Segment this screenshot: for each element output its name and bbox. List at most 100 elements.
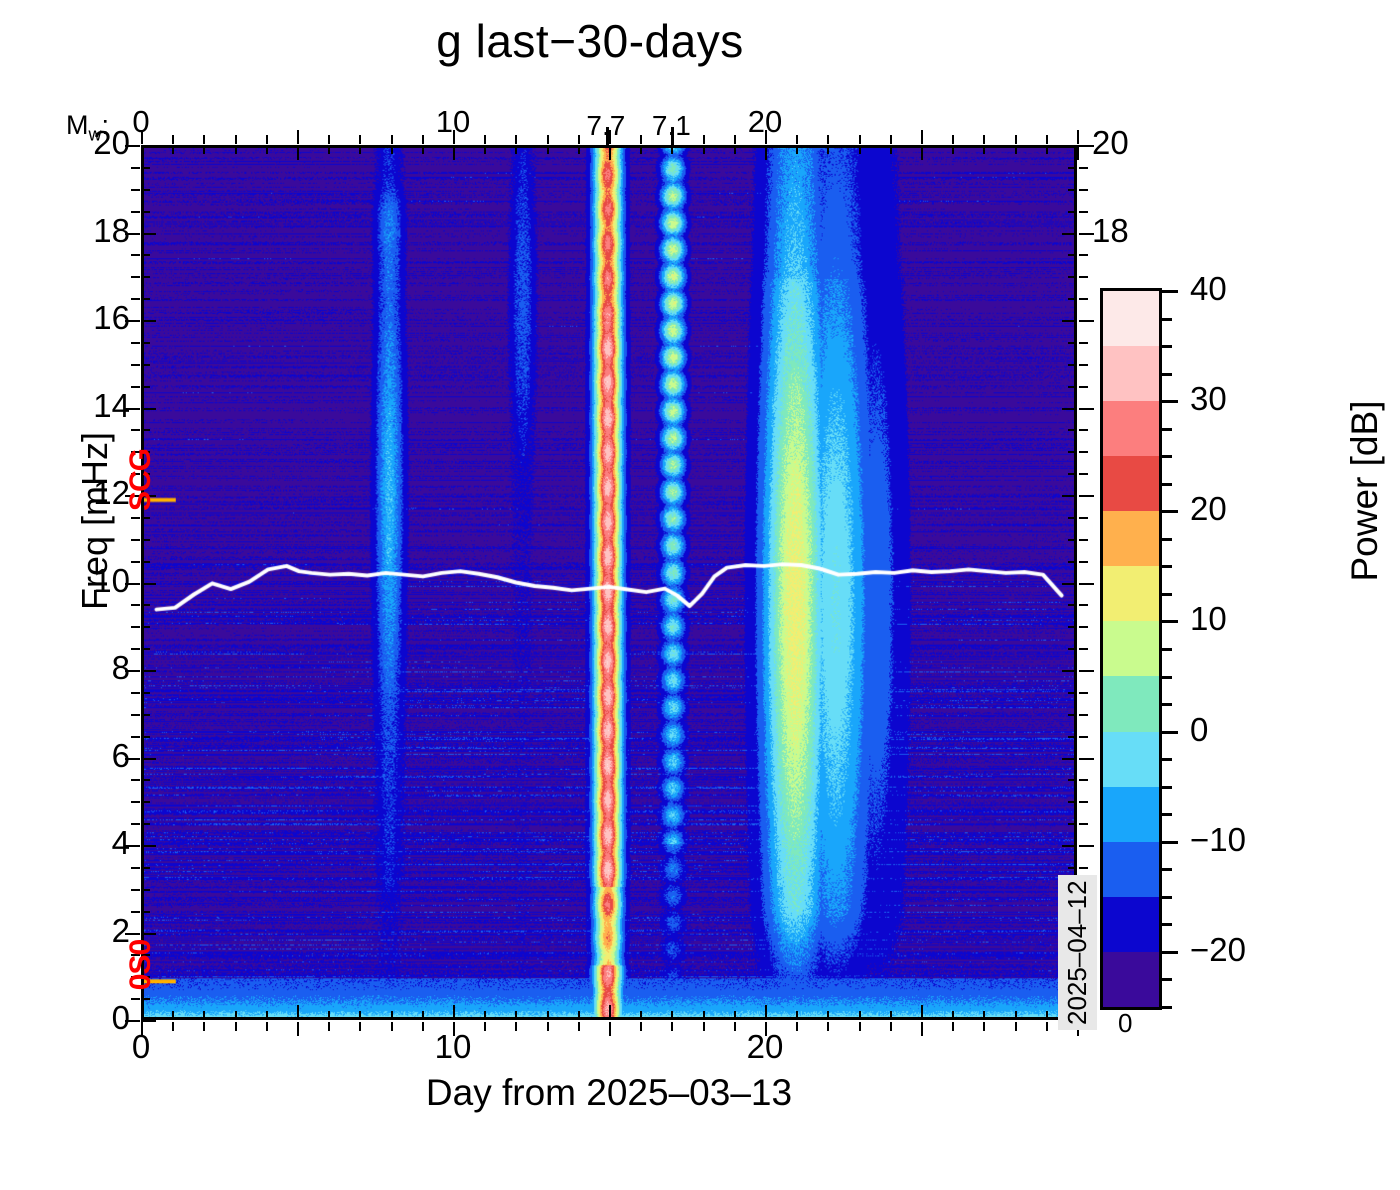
colorbar-tick: [1162, 758, 1172, 762]
colorbar-tick: [1162, 648, 1172, 651]
y-axis-tick-labels: 0 2 4 6 8 10 12 14 16 18 20: [58, 124, 130, 1036]
tick-mark: [1079, 429, 1088, 431]
tick-mark: [1079, 189, 1088, 191]
earthquake-magnitude-label: 7.7: [586, 110, 626, 141]
tick-mark: [1079, 254, 1088, 256]
colorbar-tick-label: −10: [1190, 820, 1246, 858]
x-axis-tick-label: 0: [131, 1028, 151, 1065]
tick-mark: [131, 298, 140, 300]
tick-mark: [1079, 714, 1088, 716]
y-axis-tick-label: 18: [93, 211, 130, 249]
colorbar-tick: [1162, 1006, 1172, 1009]
tick-mark: [131, 911, 140, 913]
colorbar-tick: [1162, 372, 1172, 376]
tick-mark: [1079, 801, 1088, 803]
colorbar-tick: [1162, 592, 1172, 596]
tick-mark: [1079, 342, 1088, 344]
colorbar-tick: [1162, 317, 1172, 321]
colorbar-band: [1103, 456, 1159, 512]
y-axis-tick-label: 6: [111, 736, 130, 774]
top-axis-tick-label: 0: [132, 104, 150, 139]
tick-mark: [131, 604, 140, 606]
colorbar-tick: [1162, 923, 1172, 927]
colorbar-tick: [1162, 400, 1178, 404]
tick-mark: [131, 517, 140, 519]
top-axis-tick-label: 20: [747, 104, 783, 139]
tick-mark: [131, 626, 140, 628]
colorbar-band: [1103, 346, 1159, 402]
colorbar-tick: [1162, 868, 1172, 872]
colorbar-tick: [1162, 813, 1172, 817]
colorbar-zero-marker: 0: [1118, 1008, 1133, 1038]
y-axis-right-tick-labels: 18 20: [1092, 124, 1162, 1020]
colorbar-band: [1103, 291, 1159, 347]
colorbar-tick: [1162, 950, 1178, 954]
colorbar-tick: [1162, 785, 1172, 789]
colorbar-band: [1103, 841, 1159, 897]
y-axis-tick-label: 14: [93, 386, 130, 424]
colorbar-ticks: [1162, 288, 1186, 1010]
tick-mark: [1079, 473, 1088, 475]
colorbar-band: [1103, 786, 1159, 842]
spectrogram-plot[interactable]: [141, 145, 1077, 1020]
page-title: g last−30‑days: [436, 15, 744, 67]
tick-mark: [1079, 451, 1088, 453]
tick-mark: [1079, 604, 1088, 606]
tick-mark: [1079, 539, 1088, 541]
colorbar-band: [1103, 511, 1159, 567]
colorbar-tick: [1162, 427, 1172, 431]
colorbar-tick: [1162, 565, 1172, 569]
colorbar-tick-label: 40: [1190, 270, 1227, 307]
colorbar[interactable]: [1100, 288, 1162, 1010]
tick-mark: [131, 889, 140, 891]
x-axis-tick-label: 20: [746, 1028, 784, 1065]
y-axis-tick-label: 12: [93, 474, 130, 511]
mode-annotation-scg: SCG: [124, 449, 157, 512]
y-axis-tick-label: 8: [111, 649, 130, 686]
mw-axis-label: Mw:: [66, 110, 110, 145]
x-axis-label: Day from 2025‒03‒13: [425, 1072, 793, 1113]
tick-mark: [131, 714, 140, 716]
colorbar-tick: [1162, 840, 1178, 844]
x-axis-tick-labels: 0 10 20: [132, 1028, 1077, 1074]
colorbar-tick-label: 10: [1190, 600, 1227, 638]
colorbar-tick-label: −20: [1190, 930, 1246, 968]
tick-mark: [131, 386, 140, 388]
top-axis-tick-labels: 0 10 20 7.7 7.1: [132, 100, 1077, 142]
colorbar-tick: [1162, 620, 1178, 624]
colorbar-tick: [1162, 510, 1178, 514]
colorbar-tick: [1162, 895, 1172, 899]
tick-mark: [1079, 692, 1088, 694]
y-axis-right-tick-label: 20: [1092, 124, 1129, 161]
x-axis-tick-label: 10: [434, 1028, 472, 1065]
colorbar-band: [1103, 401, 1159, 457]
tick-mark: [131, 254, 140, 256]
tick-mark: [131, 364, 140, 366]
colorbar-tick: [1162, 345, 1172, 349]
colorbar-tick-labels: −20 −10 0 10 20 30 40: [1190, 270, 1260, 1010]
tick-mark: [1079, 823, 1088, 825]
colorbar-tick-label: 20: [1190, 490, 1227, 528]
tick-mark: [131, 561, 140, 563]
y-axis-tick-label: 16: [93, 299, 130, 336]
colorbar-tick: [1162, 455, 1172, 459]
colorbar-tick-label: 0: [1190, 710, 1209, 748]
tick-mark: [131, 867, 140, 869]
tick-mark: [1079, 364, 1088, 366]
tick-mark: [1079, 648, 1088, 650]
tick-mark: [1079, 779, 1088, 781]
earthquake-magnitude-label: 7.1: [651, 110, 691, 141]
y-axis-tick-label: 10: [93, 561, 130, 599]
tick-mark: [1079, 517, 1088, 519]
colorbar-band: [1103, 731, 1159, 787]
colorbar-tick: [1162, 675, 1172, 679]
colorbar-tick: [1162, 730, 1178, 734]
colorbar-tick: [1162, 703, 1172, 707]
tick-mark: [131, 189, 140, 191]
tick-mark: [1079, 561, 1088, 563]
tick-mark: [131, 211, 140, 213]
colorbar-band: [1103, 676, 1159, 732]
tick-mark: [1079, 276, 1088, 278]
tick-mark: [131, 648, 140, 650]
colorbar-tick: [1162, 537, 1172, 541]
